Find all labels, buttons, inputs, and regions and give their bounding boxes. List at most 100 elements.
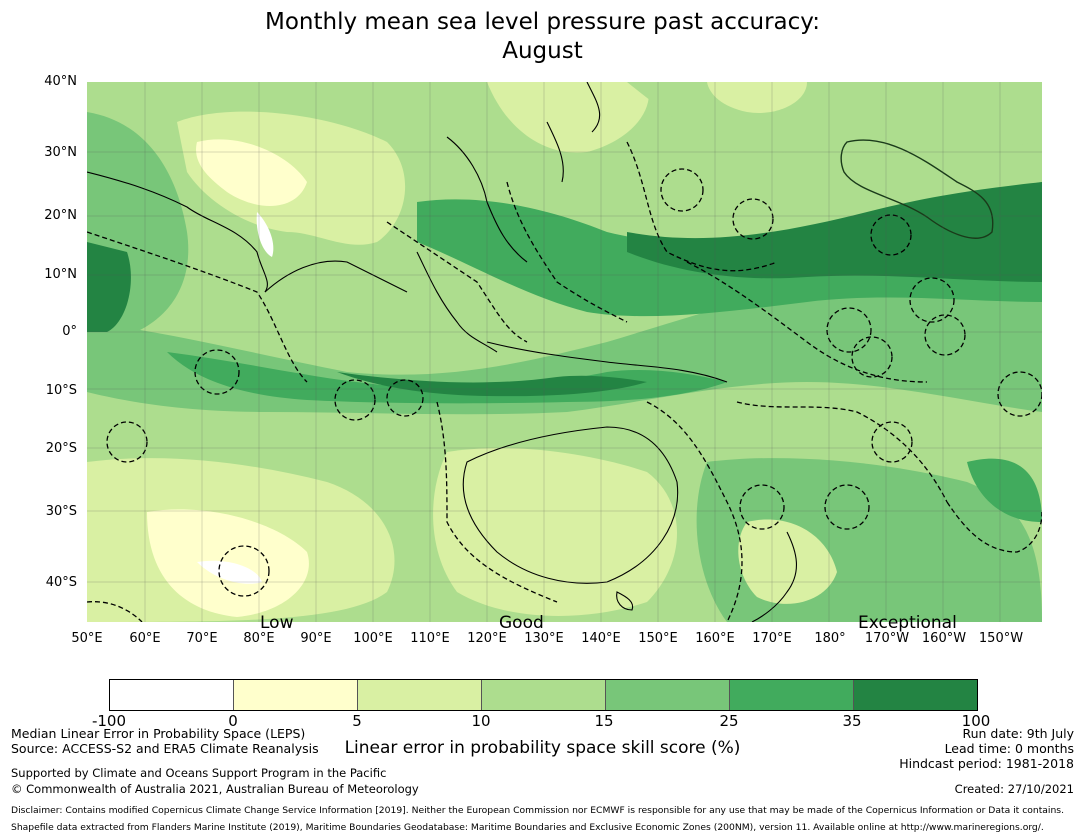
eez-boundary xyxy=(871,421,913,463)
colorbar-label: Linear error in probability space skill … xyxy=(344,738,741,758)
disclaimer-text: Disclaimer: Contains modified Copernicus… xyxy=(11,805,1065,816)
eez-boundary xyxy=(686,261,928,383)
skill-region xyxy=(256,212,274,257)
colorbar xyxy=(109,679,978,711)
coastline xyxy=(586,82,601,133)
eez-boundary xyxy=(87,231,308,383)
lon-label: 140°E xyxy=(581,631,621,646)
method-text: Median Linear Error in Probability Space… xyxy=(11,726,306,741)
skill-region xyxy=(707,82,807,113)
shapefile-text: Shapefile data extracted from Flanders M… xyxy=(11,822,1044,833)
eez-boundary xyxy=(506,181,628,323)
copyright-text: © Commonwealth of Australia 2021, Austra… xyxy=(11,782,419,796)
lon-label: 110°E xyxy=(410,631,450,646)
title-line-1: Monthly mean sea level pressure past acc… xyxy=(265,9,820,35)
lat-label: 40°N xyxy=(44,74,77,89)
colorbar-segment xyxy=(730,680,854,710)
created-text: Created: 27/10/2021 xyxy=(954,782,1074,796)
lon-label: 80°E xyxy=(243,631,275,646)
colorbar-segment xyxy=(234,680,358,710)
coastline xyxy=(264,260,408,293)
colorbar-tick: 10 xyxy=(471,712,491,730)
new-zealand-coastline xyxy=(751,531,798,622)
eez-boundary xyxy=(946,501,1042,553)
lon-label: 180° xyxy=(814,631,846,646)
lat-label: 40°S xyxy=(45,575,77,590)
category-label-low: Low xyxy=(260,613,294,633)
colorbar-tick: 5 xyxy=(352,712,362,730)
colorbar-tick: 25 xyxy=(719,712,739,730)
colorbar-tick: 15 xyxy=(594,712,614,730)
coastline xyxy=(416,251,498,353)
eez-boundary xyxy=(851,336,893,378)
eez-boundary xyxy=(194,349,240,395)
eez-boundary xyxy=(386,221,528,343)
lead-time-text: Lead time: 0 months xyxy=(944,741,1074,756)
eez-boundary xyxy=(997,371,1042,417)
skill-region xyxy=(487,82,649,153)
lat-label: 30°S xyxy=(45,504,77,519)
coastline xyxy=(87,171,268,293)
eez-boundary xyxy=(386,379,424,417)
lat-label: 20°N xyxy=(44,208,77,223)
lon-label: 160°W xyxy=(921,631,967,646)
skill-region xyxy=(738,519,837,604)
lon-label: 120°E xyxy=(467,631,507,646)
skill-region xyxy=(337,372,647,397)
lat-label: 20°S xyxy=(45,441,77,456)
eez-boundary xyxy=(826,307,872,353)
hawaii-eez xyxy=(840,139,994,239)
lat-label: 0° xyxy=(62,324,77,339)
category-label-good: Good xyxy=(499,613,544,633)
eez-boundary xyxy=(739,484,785,530)
coastline xyxy=(486,341,728,383)
eez-boundary xyxy=(436,401,558,603)
skill-region xyxy=(197,560,262,584)
skill-map-svg xyxy=(87,82,1042,622)
eez-boundary xyxy=(924,314,966,356)
source-text: Source: ACCESS-S2 and ERA5 Climate Reana… xyxy=(11,741,319,756)
eez-boundary xyxy=(870,214,912,256)
skill-region xyxy=(196,139,307,206)
skill-region xyxy=(87,222,1042,415)
eez-boundary xyxy=(626,141,778,272)
colorbar-tick: -100 xyxy=(91,712,127,730)
colorbar-tick: 0 xyxy=(228,712,238,730)
eez-boundary xyxy=(334,379,376,421)
lon-label: 160°E xyxy=(695,631,735,646)
lon-label: 130°E xyxy=(524,631,564,646)
lon-label: 150°W xyxy=(978,631,1024,646)
eez-boundary xyxy=(736,401,948,503)
graticule xyxy=(87,82,1042,622)
skill-map xyxy=(87,82,1042,622)
australia-coastline xyxy=(462,426,679,584)
colorbar-tick: 35 xyxy=(842,712,862,730)
lon-label: 170°E xyxy=(752,631,792,646)
lon-label: 170°W xyxy=(864,631,910,646)
hindcast-text: Hindcast period: 1981-2018 xyxy=(899,756,1074,771)
colorbar-segment xyxy=(110,680,234,710)
eez-boundaries xyxy=(87,141,1042,622)
eez-boundary xyxy=(646,401,743,622)
skill-region xyxy=(627,182,1042,282)
eez-boundary xyxy=(106,421,148,463)
lon-label: 60°E xyxy=(129,631,161,646)
colorbar-tick: 100 xyxy=(961,712,991,730)
eez-boundary xyxy=(660,168,704,212)
eez-boundary xyxy=(218,545,270,597)
skill-region xyxy=(87,242,131,332)
lat-label: 30°N xyxy=(44,145,77,160)
chart-title: Monthly mean sea level pressure past acc… xyxy=(0,8,1085,66)
coastline xyxy=(546,121,564,183)
eez-boundary xyxy=(909,277,955,323)
category-label-exceptional: Exceptional xyxy=(858,613,957,633)
colorbar-segment xyxy=(854,680,977,710)
eez-boundary xyxy=(732,198,774,240)
lat-label: 10°S xyxy=(45,383,77,398)
skill-region xyxy=(433,448,677,616)
lat-label: 10°N xyxy=(44,267,77,282)
support-text: Supported by Climate and Oceans Support … xyxy=(11,766,387,780)
colorbar-segment xyxy=(358,680,482,710)
coastlines xyxy=(87,82,798,622)
lon-label: 50°E xyxy=(71,631,103,646)
